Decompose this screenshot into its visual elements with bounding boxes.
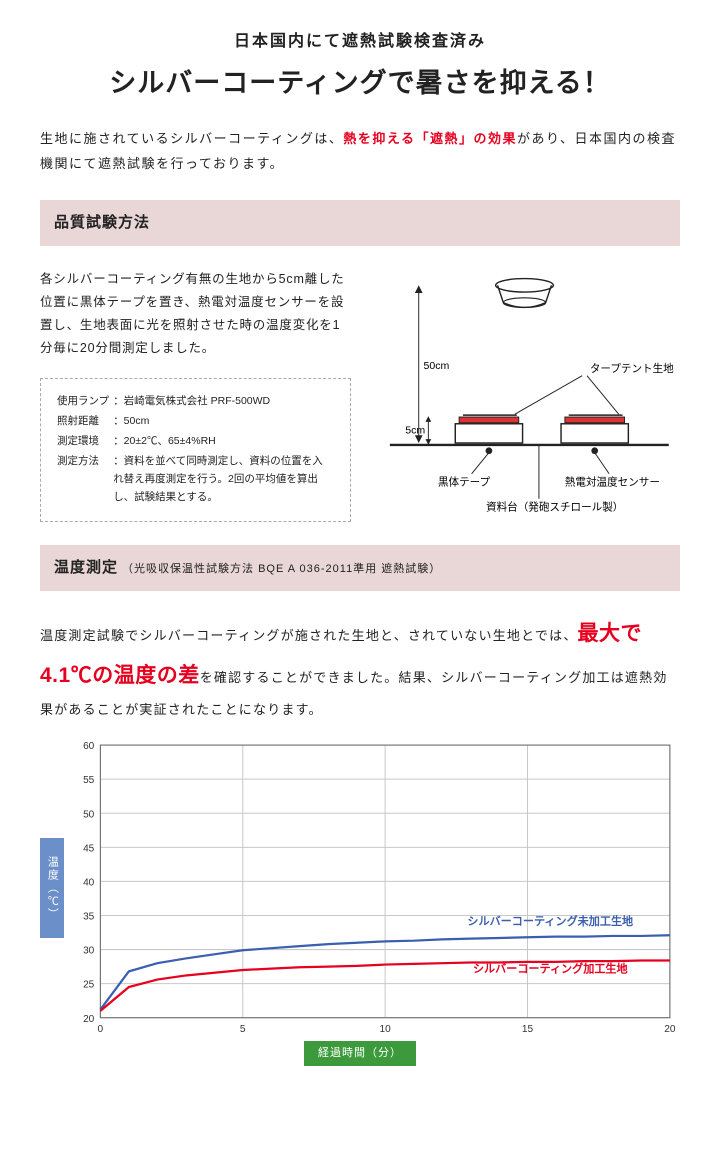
spec-value: ：50cm: [113, 413, 334, 431]
section2-header: 温度測定 （光吸収保温性試験方法 BQE A 036-2011準用 遮熱試験）: [40, 545, 680, 591]
test-setup-diagram: 50cm 5cm: [369, 268, 680, 518]
spec-value: ：岩崎電気株式会社 PRF-500WD: [113, 393, 334, 411]
svg-text:10: 10: [380, 1023, 392, 1034]
svg-text:35: 35: [83, 911, 95, 922]
svg-text:シルバーコーティング加工生地: シルバーコーティング加工生地: [473, 961, 628, 975]
svg-text:45: 45: [83, 843, 95, 854]
diagram-tape-label: 黒体テープ: [438, 476, 491, 488]
spec-label: 測定環境: [57, 433, 111, 451]
spec-value: ：20±2℃、65±4%RH: [113, 433, 334, 451]
svg-text:0: 0: [98, 1023, 104, 1034]
svg-text:40: 40: [83, 877, 95, 888]
spec-value: ：資料を並べて同時測定し、資料の位置を入れ替え再度測定を行う。2回の平均値を算出…: [113, 453, 334, 507]
svg-text:シルバーコーティング未加工生地: シルバーコーティング未加工生地: [467, 914, 633, 928]
diagram-base-label: 資料台（発砲スチロール製）: [486, 500, 623, 513]
x-axis-label: 経過時間（分）: [304, 1041, 416, 1066]
intro-text: 生地に施されているシルバーコーティングは、熱を抑える「遮熱」の効果があり、日本国…: [40, 127, 680, 176]
spec-box: 使用ランプ：岩崎電気株式会社 PRF-500WD照射距離：50cm測定環境：20…: [40, 378, 351, 521]
temperature-chart: 20 25 30 35 40 45 50 55 60 0 5 10 15 20 シルバーコーティング未加工生…: [64, 737, 680, 1040]
diagram-sensor-label: 熱電対温度センサー: [565, 475, 660, 488]
spec-label: 照射距離: [57, 413, 111, 431]
svg-text:5: 5: [240, 1023, 246, 1034]
intro-emphasis: 熱を抑える「遮熱」の効果: [343, 131, 517, 146]
svg-text:25: 25: [83, 979, 95, 990]
chart-container: 温度（℃） 20 25 30 35 40 45 50 55 60 0 5 10 15 20 シルバーコーティ…: [40, 737, 680, 1040]
y-axis-label: 温度（℃）: [40, 838, 64, 938]
svg-text:20: 20: [83, 1013, 95, 1024]
main-title: シルバーコーティングで暑さを抑える！: [40, 61, 680, 107]
svg-text:15: 15: [522, 1023, 534, 1034]
svg-text:50: 50: [83, 809, 95, 820]
svg-text:60: 60: [83, 741, 95, 752]
diagram-fabric-label: タープテント生地: [590, 362, 674, 375]
diagram-50cm-label: 50cm: [424, 360, 450, 372]
method-description: 各シルバーコーティング有無の生地から5cm離した位置に黒体テープを置き、熱電対温…: [40, 268, 351, 361]
svg-text:55: 55: [83, 775, 95, 786]
spec-label: 使用ランプ: [57, 393, 111, 411]
result-a: 温度測定試験でシルバーコーティングが施された生地と、されていない生地とでは、: [40, 628, 578, 643]
section2-header-main: 温度測定: [54, 559, 118, 576]
diagram-5cm-label: 5cm: [405, 424, 425, 436]
svg-text:30: 30: [83, 945, 95, 956]
pretitle: 日本国内にて遮熱試験検査済み: [40, 28, 680, 55]
spec-label: 測定方法: [57, 453, 111, 507]
svg-text:20: 20: [664, 1023, 676, 1034]
section1-header: 品質試験方法: [40, 200, 680, 246]
result-text: 温度測定試験でシルバーコーティングが施された生地と、されていない生地とでは、最大…: [40, 613, 680, 723]
intro-pre: 生地に施されているシルバーコーティングは、: [40, 131, 343, 146]
section2-header-sub: （光吸収保温性試験方法 BQE A 036-2011準用 遮熱試験）: [122, 563, 441, 575]
